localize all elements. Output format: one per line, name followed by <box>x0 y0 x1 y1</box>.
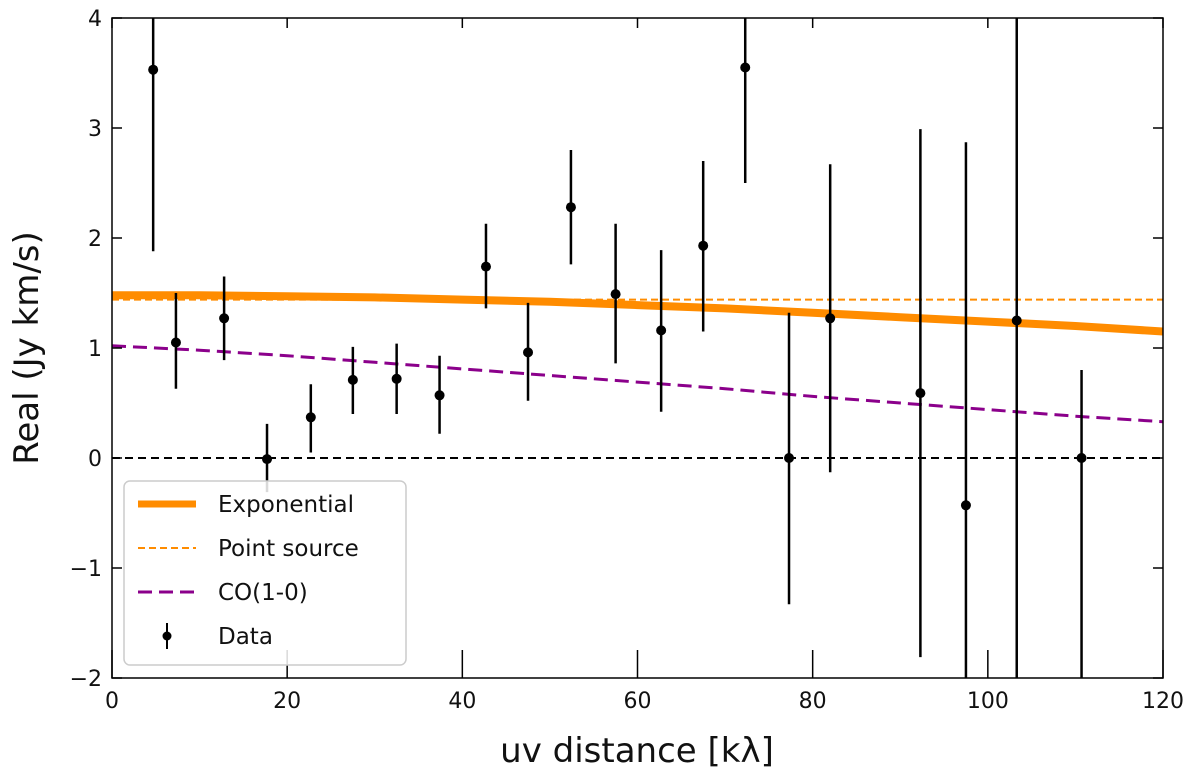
y-tick-label-0: −2 <box>70 667 102 692</box>
data-point-14 <box>740 62 751 73</box>
x-tick-label-0: 0 <box>105 689 119 714</box>
y-tick-label-4: 2 <box>88 227 102 252</box>
data-point-16 <box>825 313 836 324</box>
legend-swatch-data-marker <box>162 631 172 641</box>
plot-lines <box>112 291 1163 459</box>
legend: Exponential Point source CO(1-0) Data <box>123 480 407 666</box>
y-tick-label-3: 1 <box>88 337 102 362</box>
data-point-0 <box>148 64 159 75</box>
x-axis-title: uv distance [kλ] <box>500 731 774 771</box>
data-point-2 <box>219 313 230 324</box>
data-point-8 <box>480 261 491 272</box>
x-tick-label-6: 120 <box>1142 689 1184 714</box>
x-tick-label-2: 40 <box>448 689 476 714</box>
data-point-18 <box>960 500 971 511</box>
data-point-12 <box>656 325 667 336</box>
y-axis-title: Real (Jy km/s) <box>7 231 47 465</box>
series-exponential-line <box>112 291 1163 336</box>
data-point-11 <box>610 289 621 300</box>
x-tick-label-3: 60 <box>624 689 652 714</box>
series-co10-line <box>112 344 1163 424</box>
x-tick-label-5: 100 <box>967 689 1009 714</box>
x-tick-label-4: 80 <box>799 689 827 714</box>
legend-label-exponential: Exponential <box>218 492 354 518</box>
data-point-3 <box>262 454 273 465</box>
data-point-20 <box>1076 453 1087 463</box>
plot-points <box>148 18 1087 678</box>
legend-box <box>123 480 407 666</box>
data-point-1 <box>170 337 181 348</box>
axis-tick-labels: 0 20 40 60 80 100 120 −2 −1 0 1 2 3 4 <box>70 7 1184 714</box>
x-tick-label-1: 20 <box>273 689 301 714</box>
data-point-17 <box>915 388 926 399</box>
y-tick-label-5: 3 <box>88 117 102 142</box>
y-tick-label-6: 4 <box>88 7 102 32</box>
data-point-4 <box>305 412 316 423</box>
y-tick-label-1: −1 <box>70 557 102 582</box>
data-point-15 <box>784 453 795 463</box>
legend-label-co10: CO(1-0) <box>218 580 308 606</box>
data-point-6 <box>391 373 402 384</box>
data-point-5 <box>347 374 358 385</box>
data-point-9 <box>523 347 534 358</box>
data-point-7 <box>434 390 445 401</box>
data-point-10 <box>565 202 576 213</box>
y-tick-label-2: 0 <box>88 447 102 472</box>
legend-label-data: Data <box>218 624 273 650</box>
data-point-19 <box>1011 315 1022 326</box>
data-point-13 <box>698 240 709 251</box>
legend-label-point-source: Point source <box>218 536 359 562</box>
